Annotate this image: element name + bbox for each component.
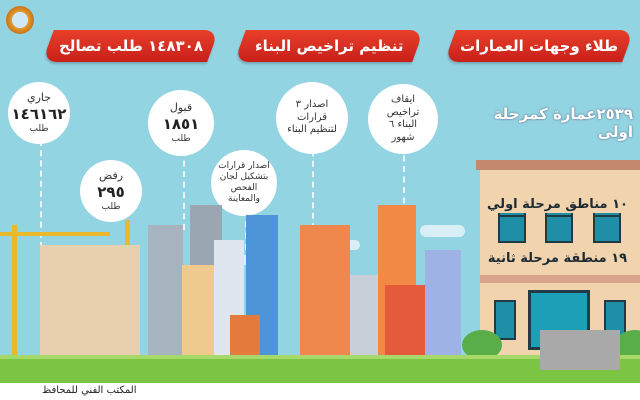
accepted-unit: طلب [171,133,191,144]
connector-line [312,140,314,250]
suspension-text: ايقاف تراخيص البناء ٦ شهور [386,94,420,143]
ground [0,355,640,383]
rejected-value: ٢٩٥ [97,182,125,201]
committees-circle: اصدار قرارات بتشكيل لجان الفحص والمعاينة [211,150,277,216]
building-tan [182,265,214,355]
construction-building [40,245,140,355]
committees-text: اصدار قرارات بتشكيل لجان الفحص والمعاينة [218,160,270,205]
footer: المكتب الفني للمحافظ [0,383,640,400]
window [498,215,526,243]
banner-licensing: تنظيم تراخيص البناء [234,30,424,62]
accepted-value: ١٨٥١ [162,114,200,133]
decisions-circle: اصدار ٣ قرارات لتنظيم البناء [276,82,348,154]
phase2-text: ١٩ منطقة مرحلة ثانية [480,250,635,267]
connector-line [183,150,185,230]
suspension-circle: ايقاف تراخيص البناء ٦ شهور [368,84,438,154]
footer-text: المكتب الفني للمحافظ [42,385,137,396]
rejected-circle: رفض ٢٩٥ طلب [80,160,142,222]
banner-reconciliation: ١٤٨٣٠٨ طلب تصالح [42,30,219,62]
pending-circle: جاري ١٤٦١٦٢ طلب [8,82,70,144]
connector-line [403,145,405,235]
tower-gray [148,225,183,355]
banner-label: تنظيم تراخيص البناء [254,37,404,55]
banner-facades: طلاء وجهات العمارات [444,30,634,62]
window [494,300,516,340]
crane-arm [0,232,110,236]
buildings-count: ٢٥٣٩عمارة كمرحلة اولى [493,105,633,141]
governorate-logo [6,6,34,34]
banner-label: ١٤٨٣٠٨ طلب تصالح [58,37,203,55]
rejected-label: رفض [98,169,124,183]
cloud [420,225,465,237]
pending-unit: طلب [29,123,49,134]
window [593,215,621,243]
building-orange [300,225,350,355]
crane [12,225,17,370]
rejected-unit: طلب [101,201,121,212]
pending-value: ١٤٦١٦٢ [11,104,67,123]
phase1-text: ١٠ مناطق مرحلة اولي [480,196,635,213]
building-lilac [425,250,461,355]
banner-label: طلاء وجهات العمارات [459,37,619,55]
accepted-circle: قبول ١٨٥١ طلب [148,90,214,156]
accepted-label: قبول [169,101,193,115]
building-red-roof [385,285,425,355]
decisions-text: اصدار ٣ قرارات لتنظيم البناء [287,99,337,136]
pending-label: جاري [26,91,52,105]
building-orange [230,315,260,355]
ledge [480,275,640,283]
walkway [540,330,620,370]
roof-ledge [476,160,640,170]
window [545,215,573,243]
